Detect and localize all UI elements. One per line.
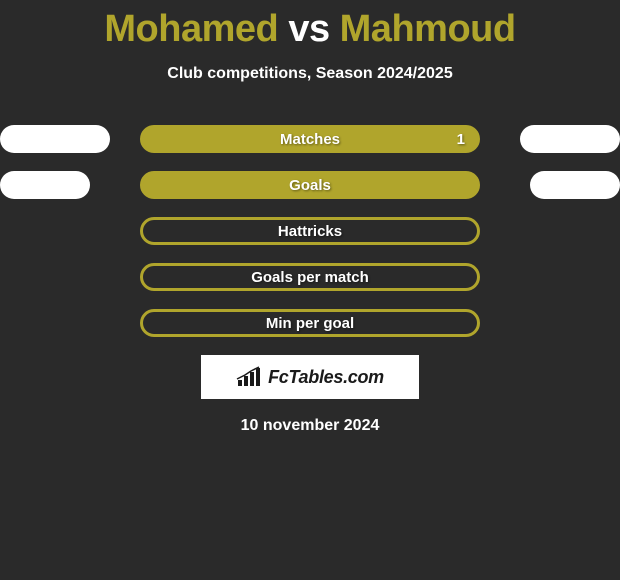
right-value-pill bbox=[530, 171, 620, 199]
logo-text: FcTables.com bbox=[268, 367, 384, 388]
logo-box: FcTables.com bbox=[201, 355, 419, 399]
stat-label: Goals bbox=[289, 177, 331, 194]
vs-text: vs bbox=[288, 8, 329, 50]
stat-row: Min per goal bbox=[0, 309, 620, 337]
comparison-title: Mohamed vs Mahmoud bbox=[0, 0, 620, 51]
left-value-pill bbox=[0, 125, 110, 153]
stat-row: Goals per match bbox=[0, 263, 620, 291]
stat-label: Goals per match bbox=[251, 269, 369, 286]
stat-center-pill: Hattricks bbox=[140, 217, 480, 245]
subtitle: Club competitions, Season 2024/2025 bbox=[0, 65, 620, 83]
stat-value-right: 1 bbox=[457, 131, 465, 148]
stat-row: Hattricks bbox=[0, 217, 620, 245]
left-value-pill bbox=[0, 171, 90, 199]
stat-row: Goals bbox=[0, 171, 620, 199]
stat-label: Hattricks bbox=[278, 223, 342, 240]
right-value-pill bbox=[520, 125, 620, 153]
bar-chart-icon bbox=[236, 366, 264, 388]
stat-center-pill: Goals bbox=[140, 171, 480, 199]
player2-name: Mahmoud bbox=[340, 8, 516, 50]
stat-center-pill: Min per goal bbox=[140, 309, 480, 337]
date-text: 10 november 2024 bbox=[0, 417, 620, 435]
stat-row: Matches 1 bbox=[0, 125, 620, 153]
stat-label: Matches bbox=[280, 131, 340, 148]
player1-name: Mohamed bbox=[104, 8, 278, 50]
stat-label: Min per goal bbox=[266, 315, 354, 332]
stat-center-pill: Goals per match bbox=[140, 263, 480, 291]
stats-rows: Matches 1 Goals Hattricks Goals per match Min… bbox=[0, 125, 620, 337]
stat-center-pill: Matches 1 bbox=[140, 125, 480, 153]
